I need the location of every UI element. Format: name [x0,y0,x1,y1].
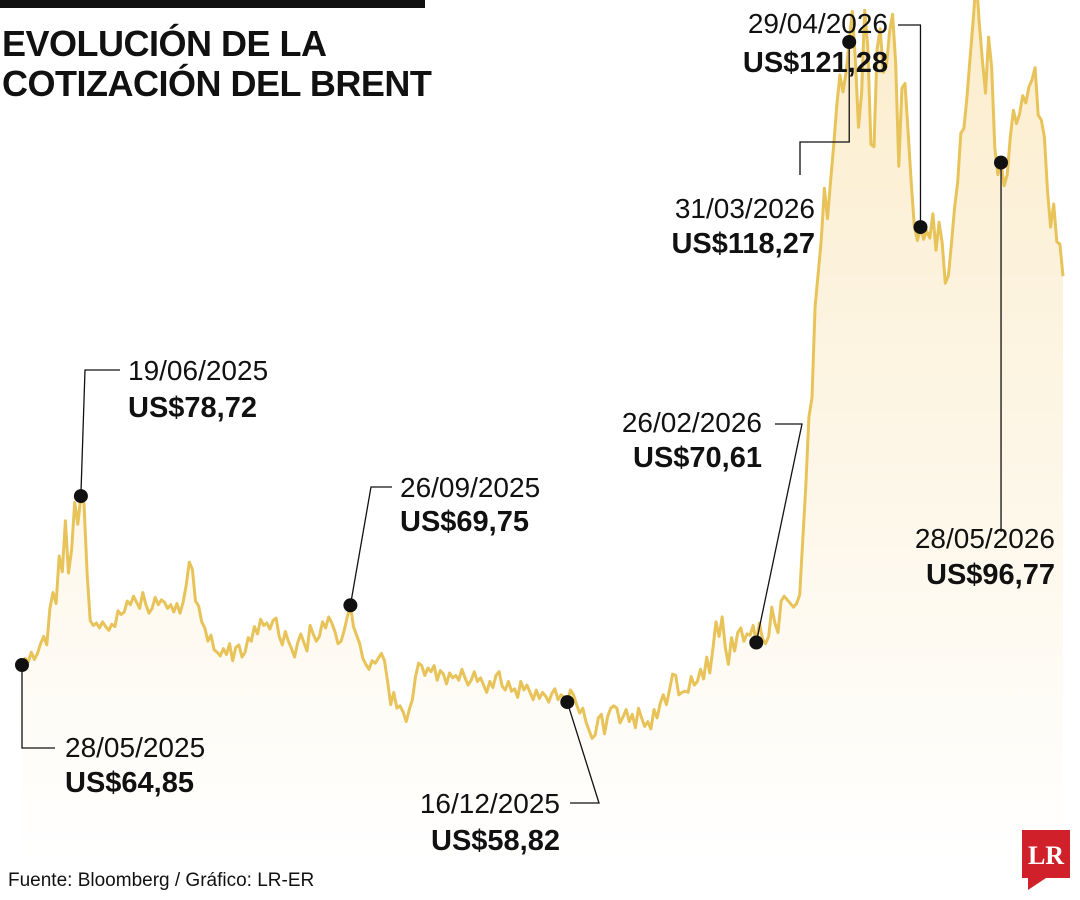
annotation-date: 26/09/2025 [400,472,540,503]
source-credit: Fuente: Bloomberg / Gráfico: LR-ER [8,870,315,891]
chart-title-line-1: EVOLUCIÓN DE LA [2,23,327,64]
annotation-value: US$64,85 [65,767,194,799]
highlight-marker [343,598,358,613]
lr-logo-badge [1022,830,1070,890]
highlight-marker [842,35,857,49]
callout-line [898,24,922,228]
highlight-marker [560,695,575,710]
top-rule [0,0,425,8]
annotation-date: 29/04/2026 [748,8,888,39]
callout-line [349,486,392,606]
chart-title-line-2: COTIZACIÓN DEL BRENT [2,63,432,104]
annotation-value: US$78,72 [128,392,257,424]
callout-line [21,665,55,749]
annotation-labels: 28/05/2025 US$64,85 19/06/2025 US$78,72 26/0… [65,8,1055,857]
annotation-value: US$121,28 [743,47,888,79]
highlight-markers [15,35,1008,710]
annotation-value: US$118,27 [671,228,815,260]
annotation-date: 26/02/2026 [622,407,762,438]
highlight-marker [73,489,88,504]
chart-title: EVOLUCIÓN DE LA COTIZACIÓN DEL BRENT [2,24,522,104]
annotation-date: 31/03/2026 [675,193,815,224]
annotation-date: 28/05/2025 [65,732,205,763]
highlight-marker [749,635,764,650]
callout-line [799,41,850,175]
callout-line [566,701,600,804]
highlight-marker [15,658,29,672]
callout-line [755,423,803,643]
annotation-date: 19/06/2025 [128,355,268,386]
callout-line [80,369,120,497]
highlight-marker [913,220,928,235]
annotation-value: US$58,82 [431,825,560,857]
annotation-date: 16/12/2025 [420,788,560,819]
callout-lines [21,24,1002,804]
annotation-value: US$70,61 [633,442,762,474]
lr-logo: LR [1022,830,1070,890]
lr-logo-text: LR [1028,841,1064,870]
annotation-value: US$96,77 [926,559,1055,591]
price-series-line [20,0,1065,740]
highlight-marker [994,155,1008,170]
annotation-date: 28/05/2026 [915,523,1055,554]
annotation-value: US$69,75 [400,506,529,538]
